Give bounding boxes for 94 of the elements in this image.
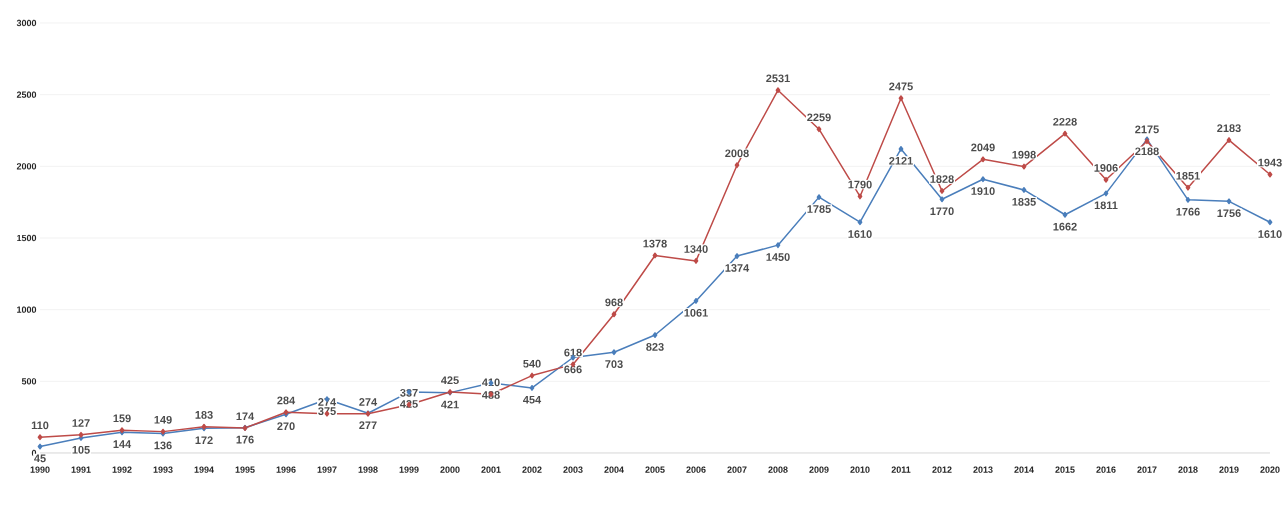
y-tick-label: 2500	[16, 91, 37, 98]
y-tick-label: 500	[21, 378, 37, 385]
data-label: 1835	[1012, 197, 1036, 206]
x-tick-label: 1990	[30, 466, 50, 473]
data-label: 2008	[725, 149, 749, 158]
data-label: 421	[441, 400, 459, 409]
data-label: 1790	[848, 180, 872, 189]
y-tick-label: 3000	[16, 19, 37, 27]
data-label: 172	[195, 436, 213, 444]
data-label: 274	[359, 398, 378, 406]
data-label: 127	[72, 419, 90, 427]
x-tick-label: 2011	[891, 466, 911, 473]
x-tick-label: 1993	[153, 466, 173, 473]
x-tick-label: 2000	[440, 466, 460, 473]
x-tick-label: 2003	[563, 466, 583, 473]
data-label: 1610	[848, 230, 872, 238]
x-tick-label: 1994	[194, 466, 214, 473]
data-label: 2188	[1135, 147, 1159, 156]
data-label: 540	[523, 359, 541, 368]
x-tick-label: 2010	[850, 466, 870, 473]
x-tick-label: 2001	[481, 466, 501, 473]
data-label: 1374	[725, 264, 750, 272]
data-label: 183	[195, 410, 213, 419]
data-label: 45	[34, 454, 46, 463]
data-label: 375	[318, 407, 336, 416]
x-tick-label: 1998	[358, 466, 378, 473]
data-label: 136	[154, 441, 172, 450]
data-label: 1610	[1258, 230, 1282, 238]
data-label: 277	[359, 421, 377, 429]
data-label: 144	[113, 440, 132, 448]
x-tick-label: 2002	[522, 466, 542, 473]
data-label: 1766	[1176, 207, 1200, 216]
data-label: 2475	[889, 82, 913, 91]
x-tick-label: 2012	[932, 466, 952, 473]
data-label: 2531	[766, 74, 790, 83]
data-label: 1756	[1217, 209, 1241, 218]
data-label: 1943	[1258, 158, 1282, 167]
data-label: 1906	[1094, 164, 1118, 172]
data-label: 1998	[1012, 150, 1036, 159]
x-tick-label: 2020	[1260, 466, 1280, 473]
data-label: 1378	[643, 239, 667, 248]
data-label: 666	[564, 365, 582, 374]
data-label: 149	[154, 415, 172, 424]
data-label: 159	[113, 414, 131, 423]
data-label: 2183	[1217, 124, 1241, 133]
data-label: 284	[277, 396, 296, 405]
data-label: 425	[441, 376, 459, 385]
data-label: 1662	[1053, 222, 1077, 231]
data-label: 270	[277, 422, 295, 431]
x-tick-label: 2008	[768, 466, 788, 473]
x-tick-label: 1999	[399, 466, 419, 473]
x-tick-label: 2017	[1137, 466, 1157, 473]
data-label: 2259	[807, 113, 831, 122]
x-tick-label: 1995	[235, 466, 255, 473]
x-tick-label: 1992	[112, 466, 132, 473]
data-label: 454	[523, 395, 542, 404]
data-label: 2121	[889, 156, 913, 165]
data-label: 1811	[1094, 201, 1118, 210]
x-tick-label: 2019	[1219, 466, 1239, 473]
data-label: 1828	[930, 175, 954, 183]
x-tick-label: 1991	[71, 466, 91, 473]
x-tick-label: 2015	[1055, 466, 1075, 473]
data-label: 1340	[684, 245, 708, 253]
data-label: 2228	[1053, 117, 1077, 126]
x-tick-label: 1996	[276, 466, 296, 473]
data-label: 2049	[971, 143, 995, 152]
data-label: 1061	[684, 308, 708, 317]
x-tick-label: 2016	[1096, 466, 1116, 473]
data-label: 1770	[930, 207, 954, 216]
x-tick-label: 2005	[645, 466, 665, 473]
y-tick-label: 2000	[16, 163, 37, 170]
data-label: 823	[646, 343, 664, 351]
data-label: 105	[72, 445, 90, 454]
data-label: 968	[605, 298, 623, 307]
x-tick-label: 1997	[317, 466, 337, 473]
data-label: 2175	[1135, 125, 1159, 134]
data-label: 1785	[807, 205, 831, 213]
data-label: 110	[31, 421, 49, 430]
data-label: 1851	[1176, 171, 1200, 180]
data-label: 703	[605, 360, 623, 368]
data-label: 174	[236, 412, 255, 421]
x-tick-label: 2007	[727, 466, 747, 473]
y-tick-label: 1500	[17, 234, 37, 242]
x-tick-label: 2004	[604, 466, 624, 473]
x-tick-label: 2014	[1014, 466, 1034, 473]
x-tick-label: 2013	[973, 466, 993, 473]
data-label: 1450	[766, 253, 790, 261]
data-label: 618	[564, 348, 582, 357]
x-tick-label: 2009	[809, 466, 829, 473]
x-tick-label: 2006	[686, 466, 706, 473]
y-tick-label: 1000	[17, 306, 37, 313]
data-label: 176	[236, 435, 254, 444]
data-label: 1910	[971, 187, 995, 195]
x-tick-label: 2018	[1178, 466, 1198, 473]
